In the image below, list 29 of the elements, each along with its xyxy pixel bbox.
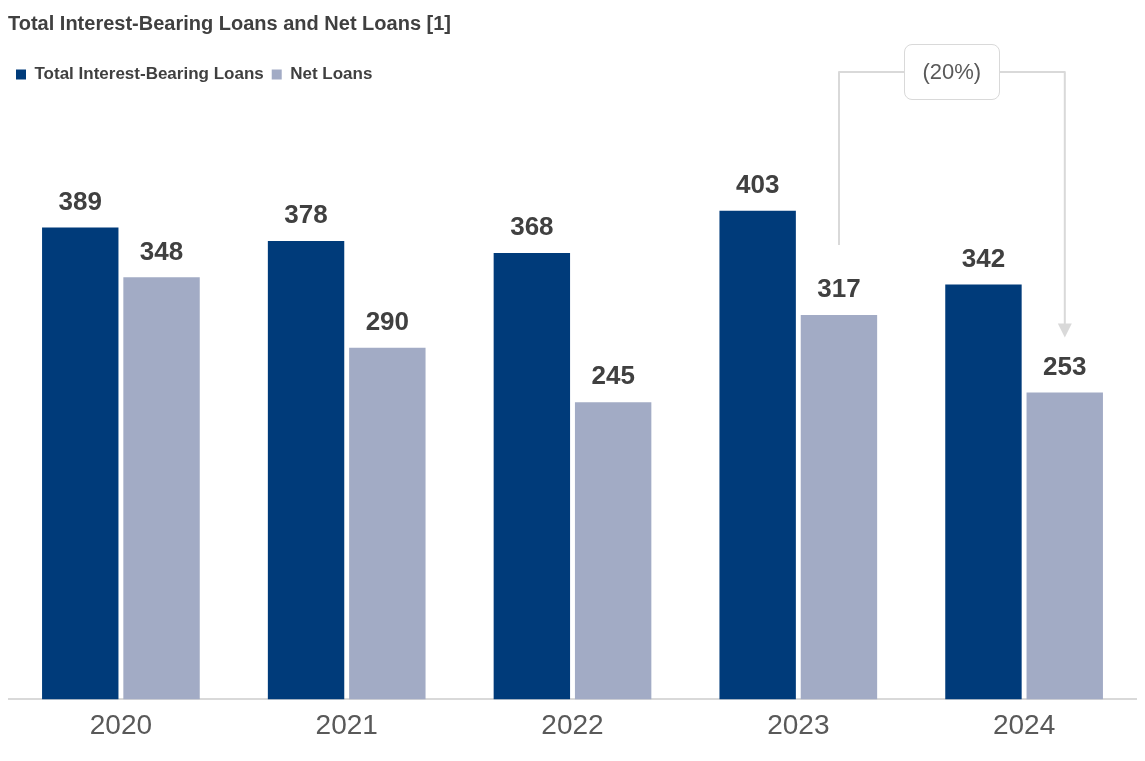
data-label: 245 <box>591 360 635 391</box>
chart-title: Total Interest-Bearing Loans and Net Loans [1] <box>8 11 452 34</box>
bar <box>1026 392 1103 700</box>
legend-label: Total Interest-Bearing Loans <box>34 64 264 84</box>
x-tick-label: 2022 <box>541 708 604 740</box>
text: (20%) <box>903 44 1000 100</box>
x-tick-label: 2024 <box>992 708 1056 740</box>
bar <box>267 240 345 700</box>
data-label: 348 <box>139 235 184 266</box>
data-label: 389 <box>58 185 102 216</box>
bar <box>719 210 796 700</box>
bar <box>800 314 878 700</box>
x-tick-label: 2020 <box>89 708 153 740</box>
bar <box>493 253 571 700</box>
bar <box>945 284 1022 700</box>
data-label: 253 <box>1043 350 1087 381</box>
data-label: 368 <box>510 211 554 242</box>
data-label: 290 <box>365 305 410 336</box>
bar <box>574 402 652 700</box>
x-tick-label: 2023 <box>767 708 830 740</box>
legend-label: Net Loans <box>290 64 373 84</box>
data-label: 317 <box>817 273 861 304</box>
bar <box>123 277 200 700</box>
bar <box>42 227 119 700</box>
data-label: 403 <box>735 168 780 199</box>
data-label: 378 <box>284 199 328 230</box>
x-tick-label: 2021 <box>315 708 378 740</box>
data-label: 342 <box>961 242 1006 273</box>
bar <box>349 347 426 700</box>
